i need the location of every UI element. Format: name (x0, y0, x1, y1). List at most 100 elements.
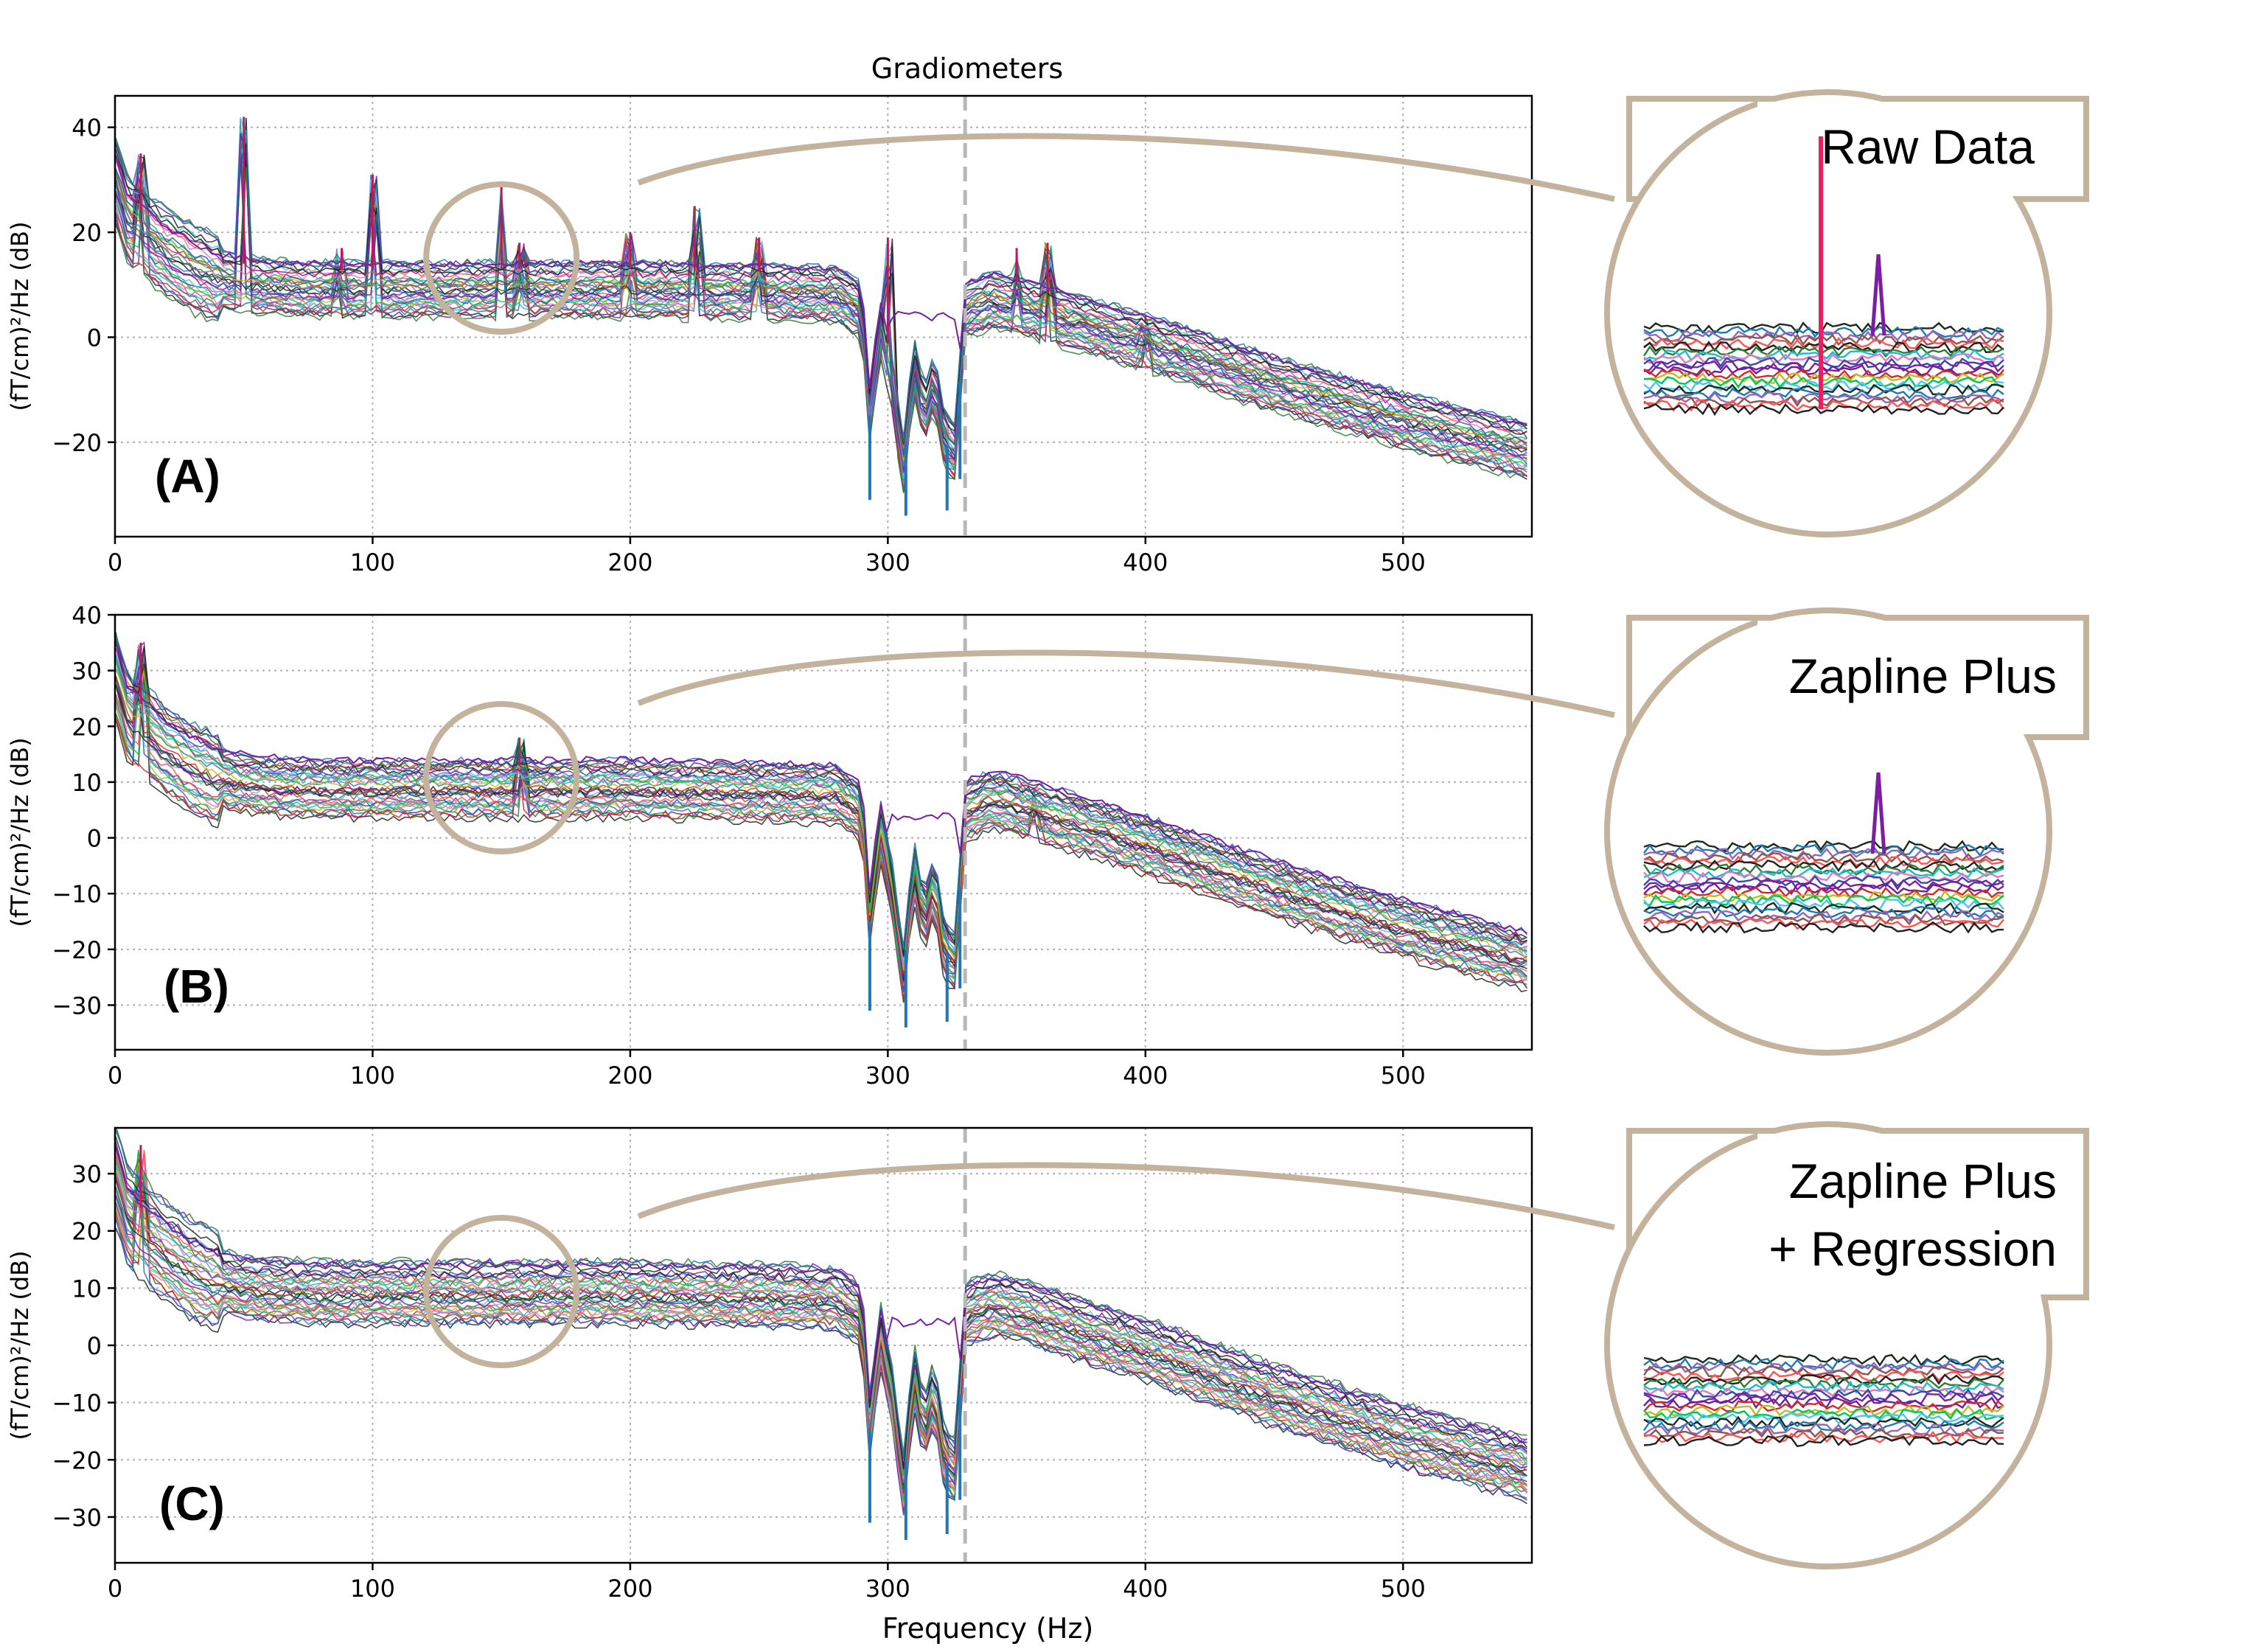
psd-trace (115, 684, 1527, 981)
axes-frame (114, 613, 1533, 1051)
x-tick-label: 200 (607, 1062, 652, 1090)
zoom-trace (1643, 1373, 2004, 1386)
psd-trace (115, 1177, 1528, 1505)
zoom-trace (1643, 840, 2004, 853)
psd-trace (115, 1142, 1527, 1464)
psd-trace-outlier (115, 1146, 1527, 1443)
psd-trace (115, 653, 1527, 994)
traces (115, 116, 1528, 516)
panel-letter: (B) (164, 960, 229, 1013)
y-tick-label: 20 (72, 219, 102, 247)
psd-trace (115, 649, 1527, 957)
psd-trace (115, 661, 1527, 994)
zoom-trace (1643, 399, 2004, 412)
panel-letter: (A) (155, 450, 220, 503)
psd-trace (115, 192, 1527, 479)
y-tick-label: 40 (72, 114, 102, 142)
zoom-trace (1643, 1400, 2004, 1413)
zoom-trace (1643, 375, 2004, 389)
y-tick-label: −10 (52, 1390, 102, 1418)
zoom-trace (1642, 345, 2004, 358)
psd-trace (115, 637, 1527, 950)
psd-trace (115, 1149, 1527, 1471)
psd-trace (115, 666, 1528, 971)
panel-a: −20 0 20 40 0 100 200 300 400 500 (fT/cm)²/Hz (d… (6, 89, 2089, 576)
psd-trace (115, 133, 1527, 465)
psd-trace (115, 659, 1527, 987)
x-ticks: 0 100 200 300 400 500 (108, 1050, 1426, 1090)
psd-trace (115, 652, 1527, 994)
psd-trace (115, 1154, 1527, 1516)
zoom-trace (1643, 855, 2004, 868)
panel-letter: (C) (159, 1477, 225, 1530)
psd-trace (115, 149, 1527, 444)
x-tick-label: 400 (1123, 548, 1168, 576)
psd-trace (115, 661, 1527, 991)
psd-trace (115, 178, 1527, 493)
zoom-trace (1643, 1430, 2004, 1444)
psd-trace (115, 1186, 1527, 1492)
x-tick-label: 0 (108, 1062, 122, 1090)
psd-trace (115, 172, 1527, 477)
grid (114, 96, 1532, 537)
zoom-trace (1643, 1435, 2004, 1448)
psd-trace (115, 1195, 1527, 1494)
grid (114, 1128, 1532, 1563)
figure-title: Gradiometers (871, 52, 1063, 85)
zoom-trace (1643, 1365, 2004, 1378)
psd-trace (115, 663, 1527, 1003)
zoom-trace (1643, 848, 2004, 860)
psd-trace (115, 172, 1527, 475)
y-tick-label: 0 (87, 1332, 102, 1360)
x-axis-label: Frequency (Hz) (882, 1612, 1094, 1645)
zoom-callout: Zapline Plus (423, 607, 2089, 1056)
psd-trace (115, 146, 1527, 486)
psd-trace (115, 1128, 1527, 1457)
psd-trace (115, 129, 1527, 462)
psd-trace (115, 1140, 1527, 1468)
x-tick-label: 100 (350, 548, 395, 576)
psd-trace (115, 1155, 1527, 1476)
psd-trace (115, 661, 1528, 966)
psd-trace (115, 644, 1527, 974)
x-ticks: 0 100 200 300 400 500 (108, 1563, 1426, 1603)
psd-trace (115, 130, 1527, 456)
zoom-trace (1643, 874, 2004, 888)
zoom-trace (1643, 917, 2004, 930)
x-tick-label: 0 (108, 1575, 122, 1603)
zoom-trace (1643, 1353, 2004, 1367)
y-tick-label: −30 (52, 1504, 102, 1532)
psd-trace (115, 641, 1527, 957)
zoom-trace (1643, 341, 2004, 354)
zoom-trace (1643, 329, 2004, 343)
psd-trace-outlier (115, 642, 1528, 934)
zoom-peak-157 (1870, 772, 1886, 854)
psd-trace (115, 634, 1528, 949)
zoom-connector (637, 133, 1615, 202)
psd-trace (115, 1190, 1527, 1497)
psd-trace (115, 1188, 1527, 1511)
psd-trace (115, 680, 1527, 990)
zoom-label: Zapline Plus (1789, 649, 2057, 703)
x-tick-label: 0 (108, 548, 122, 576)
psd-trace (115, 1148, 1527, 1470)
zoom-connector (637, 649, 1615, 718)
zoom-trace (1643, 879, 2004, 891)
psd-trace (115, 657, 1527, 963)
zoom-label-mask (1757, 621, 2083, 734)
psd-trace (115, 655, 1527, 965)
psd-trace (115, 142, 1527, 444)
zoom-trace (1643, 898, 2004, 910)
zoom-label-mask (1757, 1134, 2083, 1294)
x-tick-label: 200 (607, 1575, 652, 1603)
zoom-label: Zapline Plus (1789, 1154, 2057, 1208)
zoom-label-mask (1757, 102, 2083, 196)
zoom-trace (1643, 402, 2004, 417)
traces (115, 632, 1528, 1028)
zoom-callout: Raw Data (423, 89, 2089, 537)
zoom-connector (637, 1162, 1615, 1230)
psd-trace (115, 638, 1527, 947)
panel-b: −30 −20 −10 0 10 20 30 40 0 100 200 300 400 500 (fT/… (6, 602, 2089, 1090)
psd-trace (115, 666, 1527, 993)
y-tick-label: −20 (52, 1446, 102, 1474)
